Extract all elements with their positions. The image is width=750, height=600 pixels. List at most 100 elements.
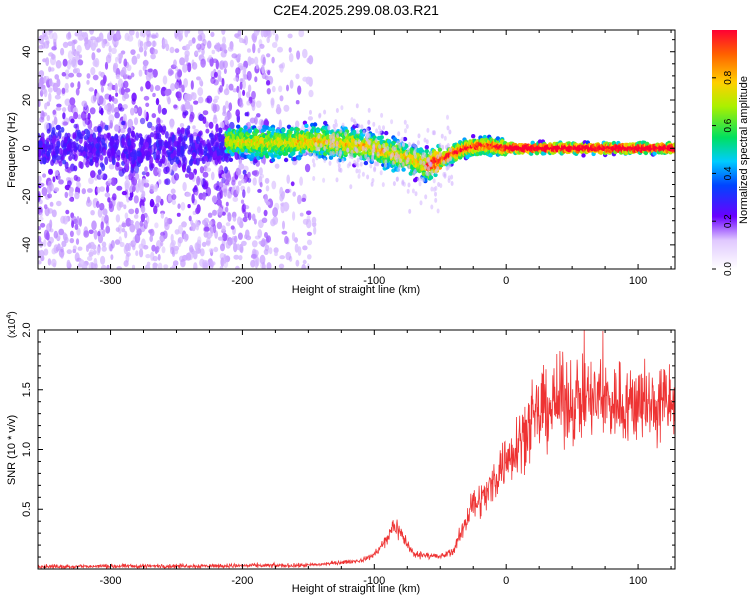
spectrogram-cell [235,67,241,75]
spectrogram-cell [253,218,257,225]
spectrogram-cell [57,175,61,180]
spectrogram-cell [357,168,361,174]
spectrogram-cell [397,154,401,160]
spectrogram-cell [214,141,219,148]
spectrogram-cell [73,123,78,129]
spectrogram-cell [199,166,204,174]
spectrogram-cell [298,30,305,38]
spectrogram-cell [162,38,168,47]
spectrogram-cell [308,89,314,98]
spectrogram-cell [46,114,51,122]
spectrogram-cell [157,133,162,140]
spectrogram-cell [66,60,71,70]
spectrogram-cell [138,243,145,250]
spectrogram-cell [53,230,58,239]
spectrogram-cell [313,226,317,235]
spectrogram-cell [390,119,394,125]
spectrogram-cell [282,220,285,230]
spectrogram-cell [133,117,139,126]
spectrogram-cell [108,114,115,123]
spectrogram-cell [253,56,259,65]
spectrogram-cell [219,187,223,195]
spectrogram-cell [132,107,138,113]
spectrogram-cell [180,201,186,211]
spectrogram-cell [164,131,169,139]
spectrogram-cell [225,172,232,183]
spectrogram-cell [233,254,240,260]
spectrogram-cell [436,154,440,160]
spectrogram-cell [242,216,248,223]
spectrogram-cell [44,122,50,131]
spectrogram-cell [251,240,258,248]
spectrogram-cell [101,246,107,252]
spectrogram-cell [86,73,91,79]
spectrogram-cell [211,49,216,55]
spectrogram-cell [55,145,60,154]
spectrogram-cell [261,72,267,80]
spectrogram-cell [414,144,418,150]
spectrogram-cell [283,157,289,163]
spectrogram-cell [101,38,106,49]
spectrogram-cell [121,167,126,174]
spectrogram-cell [177,203,181,209]
spectrogram-cell [208,248,214,253]
spectrogram-cell [100,255,106,265]
spectrogram-cell [124,88,131,93]
spectrogram-cell [171,164,178,172]
spectrogram-cell [87,256,93,261]
spectrogram-cell [213,71,218,78]
spectrogram-cell [430,170,434,176]
spectrogram-cell [140,205,146,214]
spectrogram-cell [76,215,80,226]
spectrogram-cell [283,201,289,212]
spectrogram-cell [166,94,170,103]
spectrogram-cell [395,176,399,182]
spectrogram-cell [225,201,229,207]
spectrogram-cell [162,75,168,85]
spectrogram-cell [185,44,190,51]
spectrogram-cell [71,220,75,229]
spectrogram-cell [302,245,308,251]
spectrogram-cell [73,165,78,172]
spectrogram-cell [266,88,271,95]
spectrogram-cell [56,200,62,207]
spectrogram-cell [361,145,365,151]
spectrogram-cell [121,228,126,233]
spectrogram-cell [164,178,171,186]
spectrogram-cell [217,236,224,241]
spectrogram-cell [169,70,175,75]
spectrogram-cell [337,163,341,169]
spectrogram-cell [153,205,158,215]
spectrogram-cell [239,77,245,83]
spectrogram-cell [216,199,222,206]
spectrogram-cell [148,229,153,234]
spectrogram-cell [154,222,159,229]
spectrogram-cell [395,152,398,157]
spectrogram-cell [251,90,256,100]
spectrogram-cell [161,107,167,115]
spectrogram-cell [121,222,127,228]
spectrogram-cell [206,40,212,49]
spectrogram-cell [195,221,201,227]
spectrogram-cell [72,140,77,149]
spectrogram-cell [446,158,450,164]
spectrogram-cell [369,163,373,169]
spectrogram-cell [312,162,316,168]
spectrogram-cell [219,60,224,70]
spectrogram-cell [89,107,96,115]
spectrogram-cell [192,151,196,160]
spectrogram-cell [191,142,196,150]
spectrogram-cell [202,110,209,116]
spectrogram-cell [89,30,95,35]
spectrogram-cell [291,232,296,242]
spectrogram-cell [424,148,429,154]
spectrogram-cell [107,132,112,141]
spectrogram-cell [338,154,342,159]
spectrogram-cell [79,54,83,59]
spectrogram-cell [53,116,58,126]
spectrogram-cell [279,95,284,102]
spectrogram-cell [202,171,209,178]
spectrogram-cell [67,180,72,187]
spectrogram-cell [359,161,363,167]
spectrogram-cell [115,74,121,80]
